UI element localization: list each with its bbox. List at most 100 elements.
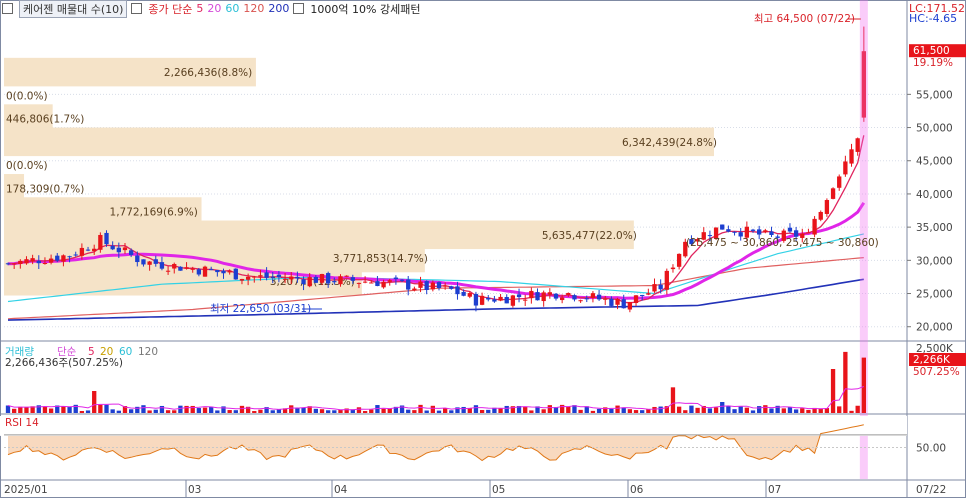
- candle-body: [252, 276, 257, 278]
- volume-bar: [676, 406, 682, 413]
- volume-bar: [418, 404, 423, 413]
- candle-body: [375, 281, 380, 287]
- volume-bar: [553, 406, 559, 413]
- volume-bar: [763, 405, 768, 413]
- candle-body: [750, 229, 756, 231]
- volume-bar: [744, 407, 750, 413]
- candle-body: [301, 279, 306, 285]
- volume-bar: [775, 405, 780, 413]
- candle-body: [713, 227, 719, 239]
- ma-period-120[interactable]: 120: [243, 2, 265, 15]
- volume-bar: [738, 406, 743, 413]
- candle-body: [516, 294, 522, 298]
- volume-bar: [153, 409, 158, 413]
- ma-label: 종가 단순: [148, 2, 193, 16]
- candle-body: [98, 234, 103, 250]
- volume-bar: [369, 409, 374, 413]
- volume-bar: [104, 404, 109, 413]
- volume-bar: [646, 409, 651, 413]
- volume-bar: [393, 406, 399, 413]
- volume-bar: [184, 405, 189, 413]
- candle-body: [676, 253, 682, 267]
- candle-body: [720, 224, 725, 230]
- volume-bar: [252, 411, 257, 413]
- candle-body: [578, 300, 583, 302]
- candle-body: [430, 282, 435, 290]
- ma-period-20[interactable]: 20: [207, 2, 222, 15]
- candle-body: [85, 249, 91, 251]
- volume-bar: [824, 408, 830, 413]
- hc-readout: HC:-4.65: [909, 12, 958, 25]
- volume-bar: [79, 411, 85, 413]
- checkbox-icon[interactable]: [2, 3, 13, 14]
- volume-bar: [566, 406, 571, 413]
- checkbox-icon[interactable]: [131, 3, 143, 14]
- volume-ma-period: 60: [119, 346, 132, 358]
- volume-bar: [412, 410, 417, 413]
- volume-bar: [92, 391, 97, 413]
- volume-bar: [603, 407, 608, 413]
- checkbox-icon[interactable]: [293, 3, 305, 14]
- ma-period-200[interactable]: 200: [268, 2, 290, 15]
- volume-bar: [307, 406, 312, 413]
- candle-body: [295, 276, 300, 279]
- candle-body: [701, 232, 706, 240]
- volume-bar: [689, 405, 694, 413]
- candle-body: [172, 263, 177, 269]
- volume-bar: [713, 407, 719, 413]
- candle-body: [135, 255, 140, 263]
- y-tick-label: 35,000: [916, 222, 953, 234]
- x-tick-label: 07/22: [916, 484, 946, 496]
- candle-body: [122, 247, 128, 251]
- candle-body: [837, 176, 842, 188]
- candle-body: [806, 232, 811, 234]
- volume-profile-band: [4, 174, 25, 203]
- volume-bar: [510, 406, 516, 413]
- candle-body: [399, 279, 405, 281]
- volume-bar: [861, 357, 866, 413]
- volume-bar: [461, 406, 466, 413]
- volume-profile-label: 5,635,477(22.0%): [542, 230, 637, 242]
- candle-body: [350, 277, 355, 281]
- volume-bar: [399, 405, 405, 413]
- candle-body: [406, 279, 411, 290]
- volume-profile-band: [4, 57, 256, 87]
- volume-bar: [781, 408, 786, 413]
- volume-bar: [344, 408, 349, 413]
- volume-badge: [909, 353, 966, 366]
- volume-bar: [270, 410, 275, 413]
- candle-body: [787, 227, 793, 232]
- volume-bar: [535, 406, 540, 413]
- volume-bar: [683, 410, 688, 413]
- candle-body: [30, 258, 35, 262]
- volume-bar: [239, 405, 245, 413]
- current-day-highlight: [859, 0, 868, 479]
- volume-profile-band: [4, 127, 714, 157]
- volume-bar: [209, 406, 214, 413]
- volume-bar: [55, 405, 60, 413]
- candle-body: [812, 218, 817, 235]
- candle-body: [584, 298, 589, 300]
- volume-bar: [295, 407, 300, 413]
- stock-selector[interactable]: 케어젠 매물대 수(10): [19, 0, 128, 18]
- volume-bar: [289, 405, 294, 413]
- candle-body: [849, 149, 854, 164]
- candle-body: [664, 270, 669, 290]
- ma-period-5[interactable]: 5: [196, 2, 204, 15]
- candle-body: [147, 261, 152, 265]
- y-tick-label: 40,000: [916, 189, 953, 201]
- candle-body: [473, 293, 479, 306]
- volume-bar: [436, 410, 442, 413]
- candle-body: [547, 292, 552, 295]
- volume-profile-label: 0(0.0%): [6, 160, 48, 172]
- candle-body: [319, 273, 325, 283]
- candle-body: [190, 268, 195, 270]
- candle-body: [646, 293, 651, 295]
- candle-body: [843, 161, 848, 175]
- ma-period-60[interactable]: 60: [225, 2, 240, 15]
- current-price-badge: [909, 44, 966, 58]
- candle-body: [479, 295, 485, 305]
- candle-body: [276, 274, 282, 278]
- volume-bar: [18, 406, 23, 413]
